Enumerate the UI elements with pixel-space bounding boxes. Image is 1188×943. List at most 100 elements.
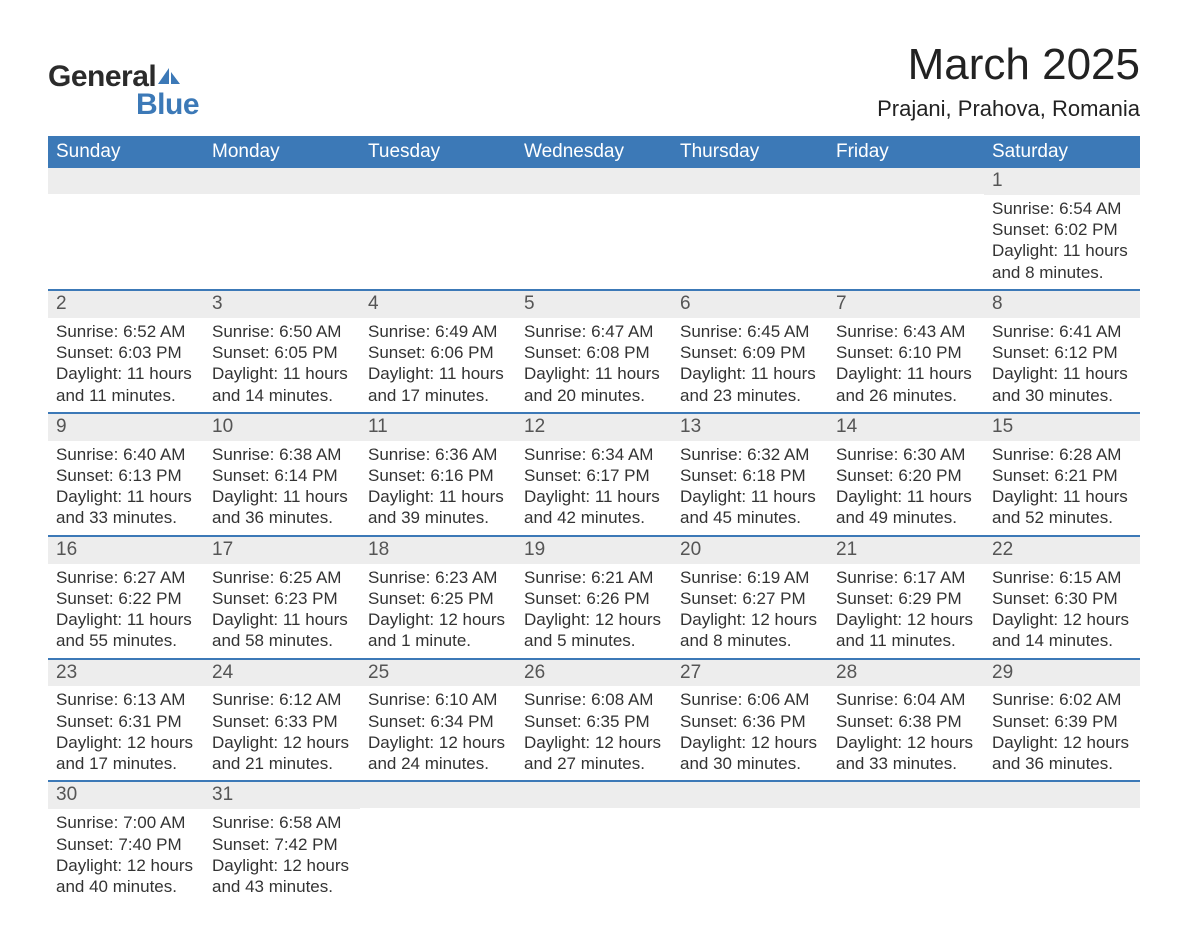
calendar-header-cell: Tuesday [360,136,516,168]
sunrise-text: Sunrise: 6:08 AM [524,689,664,710]
sunset-text: Sunset: 6:26 PM [524,588,664,609]
calendar-day-cell: 31Sunrise: 6:58 AMSunset: 7:42 PMDayligh… [204,781,360,903]
sunrise-text: Sunrise: 6:41 AM [992,321,1132,342]
day-body [672,194,828,254]
sunset-text: Sunset: 6:20 PM [836,465,976,486]
sunset-text: Sunset: 6:25 PM [368,588,508,609]
sunrise-text: Sunrise: 6:19 AM [680,567,820,588]
title-location: Prajani, Prahova, Romania [877,96,1140,122]
sunset-text: Sunset: 6:23 PM [212,588,352,609]
day-number: 16 [48,537,204,564]
day-number: 28 [828,660,984,687]
daylight-text: Daylight: 11 hours and 45 minutes. [680,486,820,529]
calendar-week-row: 30Sunrise: 7:00 AMSunset: 7:40 PMDayligh… [48,781,1140,903]
daylight-text: Daylight: 12 hours and 30 minutes. [680,732,820,775]
sunrise-text: Sunrise: 6:10 AM [368,689,508,710]
daylight-text: Daylight: 12 hours and 21 minutes. [212,732,352,775]
calendar-day-cell: 21Sunrise: 6:17 AMSunset: 6:29 PMDayligh… [828,536,984,659]
day-body: Sunrise: 6:17 AMSunset: 6:29 PMDaylight:… [828,564,984,658]
sunset-text: Sunset: 6:16 PM [368,465,508,486]
calendar-day-cell: 22Sunrise: 6:15 AMSunset: 6:30 PMDayligh… [984,536,1140,659]
day-number: 23 [48,660,204,687]
calendar-day-cell: 15Sunrise: 6:28 AMSunset: 6:21 PMDayligh… [984,413,1140,536]
calendar-week-row: 2Sunrise: 6:52 AMSunset: 6:03 PMDaylight… [48,290,1140,413]
day-number: 6 [672,291,828,318]
sunrise-text: Sunrise: 6:27 AM [56,567,196,588]
sunrise-text: Sunrise: 6:13 AM [56,689,196,710]
day-body [360,808,516,868]
calendar-day-cell: 30Sunrise: 7:00 AMSunset: 7:40 PMDayligh… [48,781,204,903]
daylight-text: Daylight: 11 hours and 49 minutes. [836,486,976,529]
day-number: 30 [48,782,204,809]
day-number: 1 [984,168,1140,195]
sunrise-text: Sunrise: 6:43 AM [836,321,976,342]
calendar-body: 1Sunrise: 6:54 AMSunset: 6:02 PMDaylight… [48,168,1140,903]
day-number: 18 [360,537,516,564]
day-number: 17 [204,537,360,564]
sunrise-text: Sunrise: 6:30 AM [836,444,976,465]
calendar-week-row: 16Sunrise: 6:27 AMSunset: 6:22 PMDayligh… [48,536,1140,659]
sunrise-text: Sunrise: 6:32 AM [680,444,820,465]
sunset-text: Sunset: 6:14 PM [212,465,352,486]
day-body: Sunrise: 6:58 AMSunset: 7:42 PMDaylight:… [204,809,360,903]
sunset-text: Sunset: 6:34 PM [368,711,508,732]
sail-icon [158,60,180,80]
sunset-text: Sunset: 6:31 PM [56,711,196,732]
day-body: Sunrise: 6:34 AMSunset: 6:17 PMDaylight:… [516,441,672,535]
sunrise-text: Sunrise: 6:04 AM [836,689,976,710]
sunset-text: Sunset: 6:27 PM [680,588,820,609]
sunrise-text: Sunrise: 6:47 AM [524,321,664,342]
day-body: Sunrise: 6:13 AMSunset: 6:31 PMDaylight:… [48,686,204,780]
sunset-text: Sunset: 6:02 PM [992,219,1132,240]
day-number [360,168,516,194]
sunset-text: Sunset: 6:33 PM [212,711,352,732]
day-body: Sunrise: 6:15 AMSunset: 6:30 PMDaylight:… [984,564,1140,658]
day-body: Sunrise: 6:04 AMSunset: 6:38 PMDaylight:… [828,686,984,780]
day-body [204,194,360,254]
day-body: Sunrise: 6:08 AMSunset: 6:35 PMDaylight:… [516,686,672,780]
daylight-text: Daylight: 11 hours and 14 minutes. [212,363,352,406]
sunrise-text: Sunrise: 6:12 AM [212,689,352,710]
daylight-text: Daylight: 12 hours and 17 minutes. [56,732,196,775]
day-body: Sunrise: 6:27 AMSunset: 6:22 PMDaylight:… [48,564,204,658]
day-number [48,168,204,194]
daylight-text: Daylight: 11 hours and 52 minutes. [992,486,1132,529]
sunrise-text: Sunrise: 6:52 AM [56,321,196,342]
calendar-day-cell [360,168,516,290]
daylight-text: Daylight: 11 hours and 17 minutes. [368,363,508,406]
calendar-header-cell: Monday [204,136,360,168]
calendar-day-cell [48,168,204,290]
day-number: 8 [984,291,1140,318]
calendar-day-cell: 23Sunrise: 6:13 AMSunset: 6:31 PMDayligh… [48,659,204,782]
day-body [984,808,1140,868]
sunset-text: Sunset: 6:38 PM [836,711,976,732]
sunrise-text: Sunrise: 6:45 AM [680,321,820,342]
daylight-text: Daylight: 12 hours and 14 minutes. [992,609,1132,652]
day-body [828,194,984,254]
calendar-header-cell: Thursday [672,136,828,168]
daylight-text: Daylight: 12 hours and 40 minutes. [56,855,196,898]
daylight-text: Daylight: 12 hours and 5 minutes. [524,609,664,652]
sunset-text: Sunset: 6:03 PM [56,342,196,363]
day-number [828,782,984,808]
day-number: 15 [984,414,1140,441]
day-body: Sunrise: 6:43 AMSunset: 6:10 PMDaylight:… [828,318,984,412]
sunrise-text: Sunrise: 6:34 AM [524,444,664,465]
sunset-text: Sunset: 6:10 PM [836,342,976,363]
day-number [828,168,984,194]
sunrise-text: Sunrise: 6:58 AM [212,812,352,833]
calendar-table: SundayMondayTuesdayWednesdayThursdayFrid… [48,136,1140,903]
calendar-day-cell [516,781,672,903]
title-block: March 2025 Prajani, Prahova, Romania [877,40,1140,122]
day-body [48,194,204,254]
day-number: 25 [360,660,516,687]
daylight-text: Daylight: 12 hours and 11 minutes. [836,609,976,652]
daylight-text: Daylight: 12 hours and 33 minutes. [836,732,976,775]
day-body: Sunrise: 6:50 AMSunset: 6:05 PMDaylight:… [204,318,360,412]
day-body: Sunrise: 6:54 AMSunset: 6:02 PMDaylight:… [984,195,1140,289]
calendar-day-cell: 3Sunrise: 6:50 AMSunset: 6:05 PMDaylight… [204,290,360,413]
sunset-text: Sunset: 7:40 PM [56,834,196,855]
day-body: Sunrise: 6:41 AMSunset: 6:12 PMDaylight:… [984,318,1140,412]
day-number [672,168,828,194]
sunset-text: Sunset: 6:17 PM [524,465,664,486]
